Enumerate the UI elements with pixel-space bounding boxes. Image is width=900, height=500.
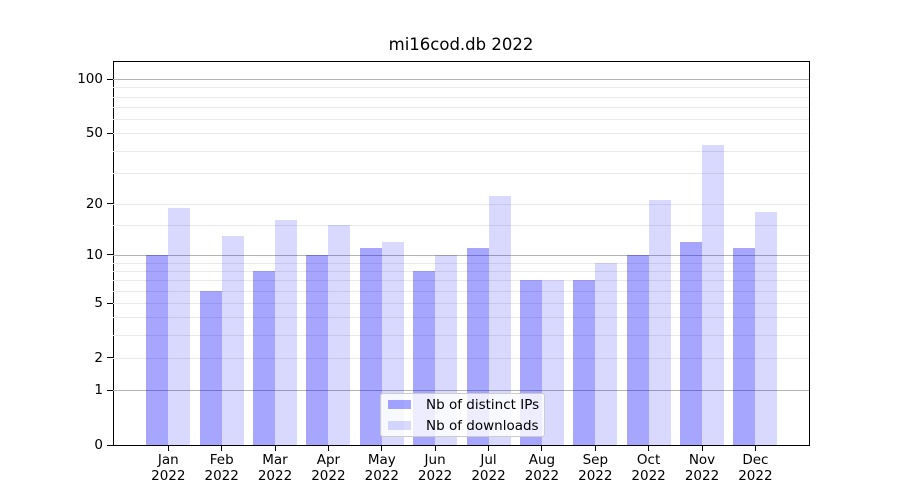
y-axis-tick xyxy=(107,444,113,446)
minor-gridline xyxy=(113,203,809,205)
x-axis-tick xyxy=(648,445,650,451)
major-gridline xyxy=(113,79,809,81)
y-axis-tick-label: 2 xyxy=(94,349,103,366)
minor-gridline xyxy=(113,87,809,89)
x-axis-tick xyxy=(274,445,276,451)
plot-area xyxy=(113,61,809,445)
bar-nb-of-distinct-ips xyxy=(359,248,382,445)
y-axis-tick-label: 50 xyxy=(85,125,103,142)
x-axis-tick-label: Sep 2022 xyxy=(578,452,613,485)
bar-nb-of-distinct-ips xyxy=(680,241,702,445)
bar-nb-of-distinct-ips xyxy=(573,280,596,445)
y-axis-tick-label: 1 xyxy=(94,382,103,399)
legend-row-distinct-ips: Nb of distinct IPs xyxy=(388,396,544,414)
minor-gridline xyxy=(113,119,809,121)
x-axis-tick-label: Jan 2022 xyxy=(151,452,186,485)
x-axis-tick-label: Nov 2022 xyxy=(684,452,720,485)
minor-gridline xyxy=(113,357,809,359)
x-axis-tick xyxy=(541,445,543,451)
y-axis-tick-label: 20 xyxy=(85,195,103,212)
y-axis-tick-label: 10 xyxy=(85,246,103,263)
x-axis-tick-label: Dec 2022 xyxy=(738,452,773,485)
x-axis-tick xyxy=(434,445,436,451)
minor-gridline xyxy=(113,335,809,337)
legend-label-distinct-ips: Nb of distinct IPs xyxy=(426,396,540,413)
y-axis-tick xyxy=(107,389,113,391)
major-gridline xyxy=(113,390,809,392)
x-axis-tick-label: Jul 2022 xyxy=(471,452,506,485)
minor-gridline xyxy=(113,150,809,152)
bar-nb-of-distinct-ips xyxy=(199,290,222,445)
bar-nb-of-downloads xyxy=(328,225,351,445)
y-axis-tick xyxy=(107,203,113,205)
legend-swatch-distinct-ips xyxy=(388,400,411,409)
x-axis-tick xyxy=(167,445,169,451)
x-axis-tick-label: Apr 2022 xyxy=(311,452,346,485)
x-axis-tick xyxy=(701,445,703,451)
minor-gridline xyxy=(113,96,809,98)
minor-gridline xyxy=(113,225,809,227)
major-gridline xyxy=(113,254,809,256)
x-axis-tick xyxy=(488,445,489,451)
legend-swatch-downloads xyxy=(388,421,411,430)
minor-gridline xyxy=(113,303,809,304)
bar-nb-of-downloads xyxy=(168,207,191,445)
bar-nb-of-downloads xyxy=(488,196,511,445)
minor-gridline xyxy=(113,317,809,319)
minor-gridline xyxy=(113,262,809,264)
minor-gridline xyxy=(113,280,809,282)
bar-nb-of-downloads xyxy=(648,200,671,445)
y-axis-tick xyxy=(107,78,113,80)
minor-gridline xyxy=(113,270,809,272)
x-axis-tick xyxy=(327,445,329,451)
bar-nb-of-distinct-ips xyxy=(733,248,756,445)
x-axis-tick-label: Mar 2022 xyxy=(257,452,293,485)
x-axis-tick-label: Oct 2022 xyxy=(631,452,666,485)
bar-nb-of-downloads xyxy=(541,280,564,445)
legend: Nb of distinct IPs Nb of downloads xyxy=(380,393,545,437)
bar-nb-of-distinct-ips xyxy=(626,254,649,445)
y-axis-tick xyxy=(107,132,113,134)
bar-nb-of-downloads xyxy=(702,145,724,445)
y-axis-tick-label: 5 xyxy=(94,295,103,311)
minor-gridline xyxy=(113,107,809,109)
x-axis-tick-label: Aug 2022 xyxy=(524,452,560,485)
y-axis-tick xyxy=(107,254,113,256)
bar-nb-of-distinct-ips xyxy=(253,270,275,445)
minor-gridline xyxy=(113,290,809,292)
x-axis-tick xyxy=(221,445,223,451)
bar-nb-of-downloads xyxy=(221,235,244,445)
x-axis-tick-label: Feb 2022 xyxy=(204,452,239,485)
bar-nb-of-downloads xyxy=(755,211,778,445)
y-axis-tick-label: 100 xyxy=(77,71,103,88)
x-axis-tick xyxy=(594,445,596,451)
y-axis-tick-label: 0 xyxy=(94,437,103,453)
x-axis-tick-label: Jun 2022 xyxy=(417,452,453,485)
y-axis-tick xyxy=(107,302,113,304)
minor-gridline xyxy=(113,133,809,135)
x-axis-tick-label: May 2022 xyxy=(364,452,399,485)
x-axis-tick xyxy=(381,445,383,451)
bar-nb-of-distinct-ips xyxy=(306,254,329,445)
minor-gridline xyxy=(113,172,809,174)
legend-row-downloads: Nb of downloads xyxy=(388,417,544,435)
x-axis-tick xyxy=(754,445,756,451)
chart-title: mi16cod.db 2022 xyxy=(388,35,534,54)
bar-nb-of-downloads xyxy=(595,262,618,445)
bar-nb-of-distinct-ips xyxy=(146,254,169,445)
y-axis-tick xyxy=(107,357,113,359)
bar-nb-of-downloads xyxy=(275,220,297,445)
legend-label-downloads: Nb of downloads xyxy=(426,417,539,434)
